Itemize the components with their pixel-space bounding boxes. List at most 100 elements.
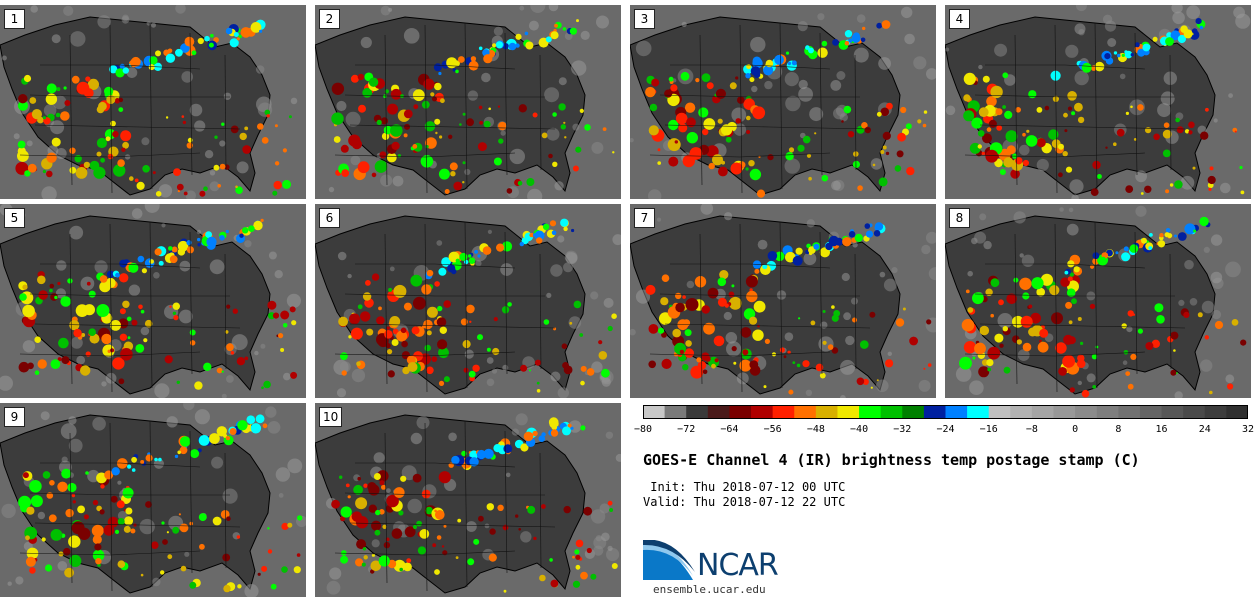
convection-cell: [717, 118, 723, 124]
cloud-patch: [1122, 360, 1128, 365]
convection-cell: [701, 305, 710, 314]
convection-cell: [384, 89, 389, 94]
convection-cell: [100, 484, 105, 489]
convection-cell: [678, 123, 688, 133]
convection-cell: [282, 148, 287, 153]
northern-cloud-band: [554, 23, 558, 28]
northern-cloud-band: [1157, 240, 1166, 248]
cloud-patch: [603, 297, 614, 308]
convection-cell: [706, 82, 714, 90]
panel-number: 10: [319, 407, 343, 427]
convection-cell: [350, 327, 363, 340]
convection-cell: [439, 135, 443, 139]
northern-cloud-band: [186, 240, 192, 246]
cloud-patch: [681, 21, 687, 27]
convection-cell: [583, 506, 593, 516]
northern-cloud-band: [197, 243, 201, 247]
state-boundary: [224, 54, 227, 171]
convection-cell: [1067, 336, 1076, 345]
convection-cell: [767, 154, 774, 161]
map-panel: 2: [315, 5, 621, 199]
convection-cell: [1077, 354, 1085, 362]
cloud-patch: [803, 252, 817, 266]
convection-cell: [457, 518, 462, 523]
northern-cloud-band: [1199, 25, 1204, 30]
cloud-patch: [656, 217, 662, 222]
convection-cell: [400, 327, 407, 334]
convection-cell: [728, 291, 735, 298]
state-boundary: [384, 432, 388, 584]
convection-cell: [564, 136, 567, 139]
convection-cell: [543, 319, 550, 325]
state-boundary: [539, 253, 542, 370]
convection-cell: [289, 306, 296, 313]
convection-cell: [177, 189, 181, 193]
northern-cloud-band: [808, 246, 816, 254]
convection-cell: [38, 290, 48, 300]
convection-cell: [493, 157, 502, 166]
convection-cell: [503, 589, 507, 593]
convection-cell: [412, 524, 418, 530]
convection-cell: [341, 370, 347, 376]
convection-cell: [506, 188, 513, 194]
convection-cell: [272, 312, 280, 319]
northern-cloud-band: [457, 56, 465, 63]
northern-cloud-band: [848, 231, 856, 238]
convection-cell: [1040, 273, 1053, 286]
convection-cell: [696, 357, 702, 363]
cloud-patch: [876, 379, 889, 393]
cloud-patch: [596, 15, 609, 29]
northern-cloud-band: [821, 40, 828, 47]
cloud-patch: [7, 581, 12, 586]
convection-cell: [988, 119, 997, 128]
cloud-patch: [630, 328, 636, 336]
convection-cell: [26, 506, 35, 515]
convection-cell: [493, 317, 498, 322]
convection-cell: [1022, 159, 1029, 167]
convection-cell: [67, 278, 73, 284]
cloud-patch: [550, 264, 563, 277]
cloud-patch: [527, 188, 543, 199]
convection-cell: [236, 357, 246, 366]
northern-cloud-band: [229, 428, 237, 435]
panel-number: 7: [634, 208, 655, 228]
convection-cell: [894, 165, 902, 172]
cloud-patch: [724, 212, 733, 221]
northern-cloud-band: [536, 237, 543, 244]
northern-cloud-band: [1167, 233, 1173, 239]
ir-map: [315, 5, 621, 199]
convection-cell: [49, 288, 53, 293]
figure-title: GOES-E Channel 4 (IR) brightness temp po…: [643, 451, 1140, 469]
convection-cell: [261, 565, 268, 572]
state-boundary: [355, 462, 516, 468]
convection-cell: [661, 332, 667, 338]
northern-cloud-band: [746, 64, 752, 70]
panel-number: 6: [319, 208, 340, 228]
map-panel: 1: [0, 5, 306, 199]
cloud-patch: [725, 332, 738, 344]
cloud-patch: [380, 5, 391, 16]
cloud-patch: [1210, 271, 1223, 284]
cloud-patch: [486, 357, 494, 364]
cloud-patch: [566, 251, 572, 257]
convection-cell: [98, 101, 107, 111]
convection-cell: [58, 337, 69, 349]
cloud-patch: [221, 393, 227, 398]
cloud-patch: [500, 130, 506, 136]
convection-cell: [68, 535, 81, 548]
convection-cell: [219, 163, 226, 170]
convection-cell: [876, 111, 882, 117]
cloud-patch: [1068, 207, 1074, 213]
convection-cell: [536, 389, 541, 393]
northern-cloud-band: [180, 436, 191, 447]
convection-cell: [1105, 146, 1108, 149]
convection-cell: [290, 371, 298, 379]
cloud-patch: [60, 423, 77, 440]
convection-cell: [143, 338, 148, 343]
convection-cell: [473, 538, 480, 545]
convection-cell: [61, 356, 70, 365]
convection-cell: [125, 507, 133, 515]
convection-cell: [216, 367, 223, 374]
convection-cell: [724, 303, 729, 308]
northern-cloud-band: [1165, 37, 1174, 46]
